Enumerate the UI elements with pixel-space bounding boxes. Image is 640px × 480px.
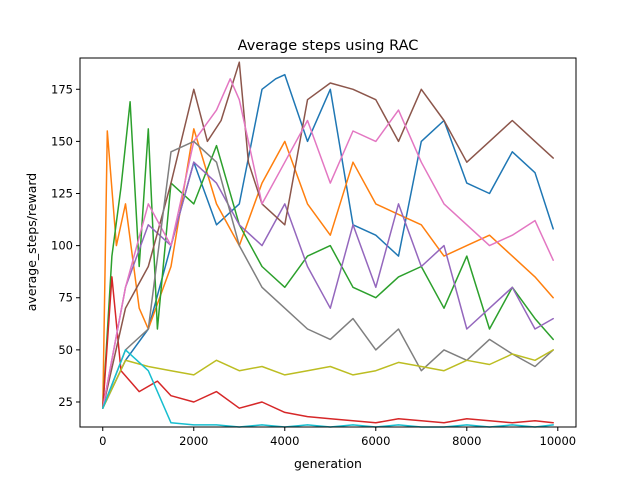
series-line-5 <box>102 161 554 409</box>
y-tick-label: 50 <box>58 343 73 357</box>
y-tick-label: 175 <box>51 82 73 96</box>
x-tick-label: 0 <box>99 434 106 448</box>
x-tick-label: 10000 <box>540 434 577 448</box>
series-line-4 <box>102 276 554 424</box>
x-axis-label: generation <box>294 456 362 471</box>
chart-title: Average steps using RAC <box>238 38 419 54</box>
x-axis: 0 2000 4000 6000 8000 10000 <box>99 427 576 448</box>
x-tick-label: 2000 <box>179 434 208 448</box>
series-line-10 <box>102 349 554 428</box>
series-line-3 <box>102 101 554 409</box>
series-group <box>102 61 554 428</box>
y-tick-label: 125 <box>51 187 73 201</box>
y-tick-label: 150 <box>51 134 73 148</box>
y-tick-label: 25 <box>58 395 73 409</box>
series-line-8 <box>102 140 554 409</box>
y-axis: 25 50 75 100 125 150 175 <box>51 82 80 409</box>
plot-area-frame <box>79 57 577 428</box>
series-line-7 <box>102 78 554 409</box>
series-line-2 <box>102 128 554 409</box>
y-tick-label: 100 <box>51 239 73 253</box>
x-tick-label: 4000 <box>270 434 299 448</box>
series-line-6 <box>102 61 554 409</box>
x-tick-label: 8000 <box>452 434 481 448</box>
y-axis-label: average_steps/reward <box>24 173 39 311</box>
series-line-9 <box>102 349 554 409</box>
x-tick-label: 6000 <box>361 434 390 448</box>
y-tick-label: 75 <box>58 291 73 305</box>
